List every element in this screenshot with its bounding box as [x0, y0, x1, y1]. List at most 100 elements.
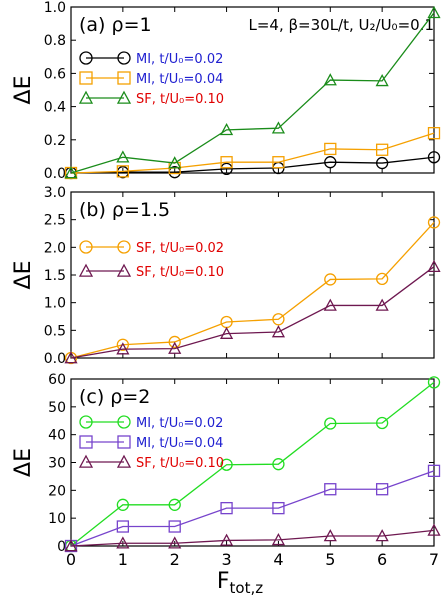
data-point	[427, 376, 441, 389]
data-point	[64, 351, 78, 364]
legend-entry: MI, t/U₀=0.02	[79, 415, 223, 431]
legend-label: SF, t/U₀=0.10	[136, 456, 224, 471]
legend-marker	[79, 240, 93, 254]
legend-entry: SF, t/U₀=0.10	[78, 263, 224, 280]
data-point	[116, 536, 130, 549]
series-line	[70, 266, 435, 359]
data-point	[116, 498, 130, 511]
data-point	[220, 156, 233, 169]
data-point	[427, 151, 441, 164]
series-line	[70, 470, 435, 547]
y-axis-label: ΔE	[11, 261, 36, 290]
data-point	[427, 5, 441, 19]
data-point	[219, 533, 234, 546]
y-tick-label: 40	[48, 428, 66, 444]
y-axis-label: ΔE	[11, 76, 36, 105]
legend-marker	[79, 51, 93, 65]
legend-entry: MI, t/U₀=0.04	[79, 71, 223, 87]
data-point	[375, 272, 389, 286]
data-point	[427, 216, 441, 229]
series-line	[70, 132, 435, 174]
data-point	[64, 166, 78, 179]
data-point	[272, 313, 285, 326]
data-point	[272, 501, 285, 515]
series-1	[64, 216, 441, 365]
x-tick-label: 1	[118, 550, 128, 569]
data-point	[324, 417, 337, 430]
data-point	[323, 529, 337, 542]
panel-label: (a) ρ=1	[79, 14, 152, 36]
x-tick-label: 7	[429, 550, 439, 569]
legend-entry: SF, t/U₀=0.10	[78, 90, 224, 107]
data-point	[168, 335, 181, 349]
legend-label: MI, t/U₀=0.02	[136, 52, 223, 67]
legend-entry: SF, t/U₀=0.10	[78, 454, 224, 471]
data-point	[323, 73, 337, 86]
data-point	[427, 523, 441, 536]
data-point	[271, 121, 286, 134]
data-point	[324, 483, 337, 496]
y-tick-label: 0.2	[44, 133, 66, 149]
data-point	[168, 520, 181, 533]
data-point	[64, 539, 78, 552]
y-tick-label: 20	[48, 483, 66, 499]
legend-label: MI, t/U₀=0.04	[136, 72, 223, 87]
data-point	[168, 498, 181, 511]
x-axis-label-sub: tot,z	[230, 579, 264, 597]
data-point	[427, 127, 441, 140]
y-tick-label: 0	[57, 539, 66, 555]
figure-header: L=4, β=30L/t, U₂/U₀=0.1	[248, 16, 434, 34]
data-point	[375, 156, 389, 170]
data-point	[116, 342, 130, 355]
y-tick-label: 0.6	[44, 66, 66, 82]
legend-marker	[116, 454, 132, 468]
data-point	[219, 326, 234, 339]
data-point	[427, 464, 441, 478]
series-line	[70, 221, 435, 359]
y-tick-label: 0.0	[44, 351, 66, 367]
legend-marker	[78, 90, 94, 104]
panels: 0.0 0.2 0.4 0.6 0.8 1.0 ΔE (a) ρ=1 MI, t/U₀=0.02…	[11, 0, 441, 569]
plot-frame	[70, 6, 435, 174]
series-3	[64, 523, 441, 552]
data-point	[323, 298, 337, 311]
chart-panel-3: 0 10 20 30 40 50 60 0 1 2 3 4 5 6 7 ΔE (c) ρ=2 MI, t/U₀=0…	[11, 372, 441, 569]
panel-label: (c) ρ=2	[79, 386, 150, 408]
data-point	[375, 416, 389, 430]
data-point	[116, 520, 130, 533]
legend-marker	[116, 263, 132, 277]
legend-marker	[117, 51, 131, 65]
legend-entry: SF, t/U₀=0.02	[79, 240, 224, 256]
data-point	[219, 122, 234, 136]
legend-entry: MI, t/U₀=0.04	[79, 435, 223, 451]
legend-marker	[117, 415, 131, 429]
legend-marker	[78, 454, 94, 468]
x-tick-label: 3	[221, 550, 231, 569]
legend-marker	[79, 435, 93, 449]
legend-marker	[79, 71, 93, 85]
legend-label: MI, t/U₀=0.02	[136, 416, 223, 431]
legend-marker	[116, 90, 132, 104]
legend-marker	[117, 435, 131, 449]
y-tick-label: 30	[48, 456, 66, 472]
x-tick-label: 2	[170, 550, 180, 569]
data-point	[220, 501, 233, 515]
legend-marker	[79, 415, 93, 429]
data-point	[116, 150, 130, 163]
data-point	[375, 143, 389, 156]
legend-marker	[78, 263, 94, 277]
y-tick-label: 10	[48, 511, 66, 527]
legend-label: MI, t/U₀=0.04	[136, 436, 223, 451]
data-point	[271, 533, 286, 546]
y-tick-label: 0.4	[44, 100, 66, 116]
series-line	[70, 12, 435, 174]
data-point	[324, 142, 337, 156]
legend-label: SF, t/U₀=0.10	[136, 265, 224, 280]
series-line	[70, 529, 435, 547]
y-tick-label: 1.0	[44, 0, 66, 16]
panel-label: (b) ρ=1.5	[79, 199, 170, 221]
x-tick-label: 0	[66, 550, 76, 569]
data-point	[168, 156, 182, 169]
y-tick-label: 2.0	[44, 240, 66, 256]
data-point	[168, 341, 182, 354]
